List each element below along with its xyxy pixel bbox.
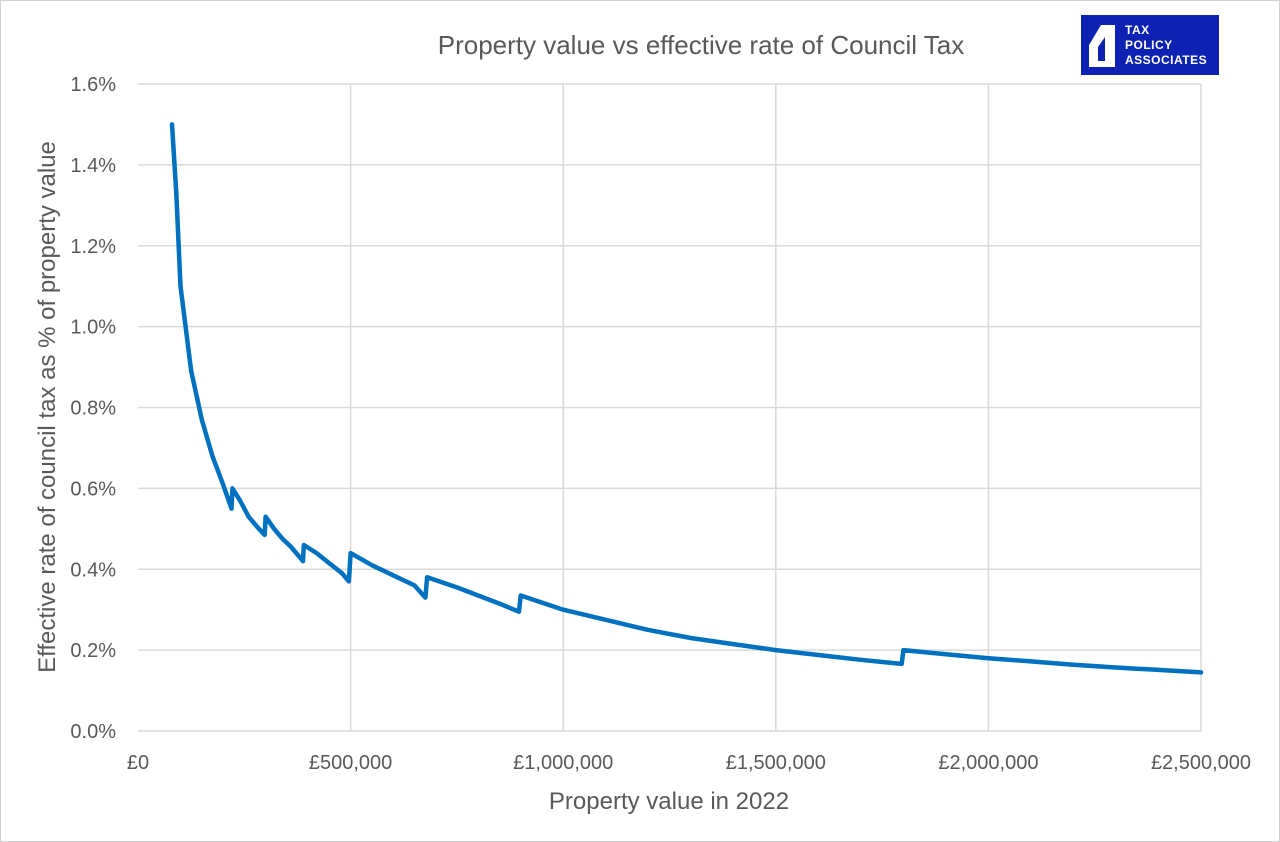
y-gridlines [138, 83, 1201, 651]
y-tick-label: 0.6% [70, 478, 116, 500]
y-axis-title: Effective rate of council tax as % of pr… [34, 141, 61, 673]
x-tick-label: £1,500,000 [726, 752, 826, 774]
y-tick-labels: 0.0% 0.2% 0.4% 0.6% 0.8% 1.0% 1.2% 1.4% 1.6% [70, 74, 116, 743]
y-tick-label: 1.0% [70, 317, 116, 339]
x-axis-title: Property value in 2022 [549, 788, 789, 815]
y-tick-label: 0.4% [70, 559, 116, 581]
logo-line-3: ASSOCIATES [1125, 53, 1208, 67]
x-tick-label: £2,500,000 [1151, 752, 1251, 774]
logo-mark-icon [1089, 25, 1115, 67]
y-tick-label: 0.8% [70, 398, 116, 420]
logo-line-2: POLICY [1125, 38, 1173, 52]
chart-title: Property value vs effective rate of Coun… [438, 30, 965, 60]
y-tick-label: 0.2% [70, 640, 116, 662]
tax-policy-associates-logo: TAX POLICY ASSOCIATES [1081, 15, 1219, 75]
logo-line-1: TAX [1125, 23, 1150, 37]
y-tick-label: 1.2% [70, 236, 116, 258]
series-layer [169, 122, 1204, 675]
x-tick-label: £500,000 [309, 752, 392, 774]
y-tick-label: 1.4% [70, 155, 116, 177]
series-line [169, 122, 1204, 675]
x-tick-labels: £0 £500,000 £1,000,000 £1,500,000 £2,000,000… [127, 752, 1251, 774]
x-tick-label: £0 [127, 752, 149, 774]
y-tick-label: 0.0% [70, 721, 116, 743]
y-tick-label: 1.6% [70, 74, 116, 96]
x-tick-label: £2,000,000 [938, 752, 1038, 774]
x-tick-label: £1,000,000 [513, 752, 613, 774]
logo-wordmark: TAX POLICY ASSOCIATES [1125, 23, 1207, 68]
